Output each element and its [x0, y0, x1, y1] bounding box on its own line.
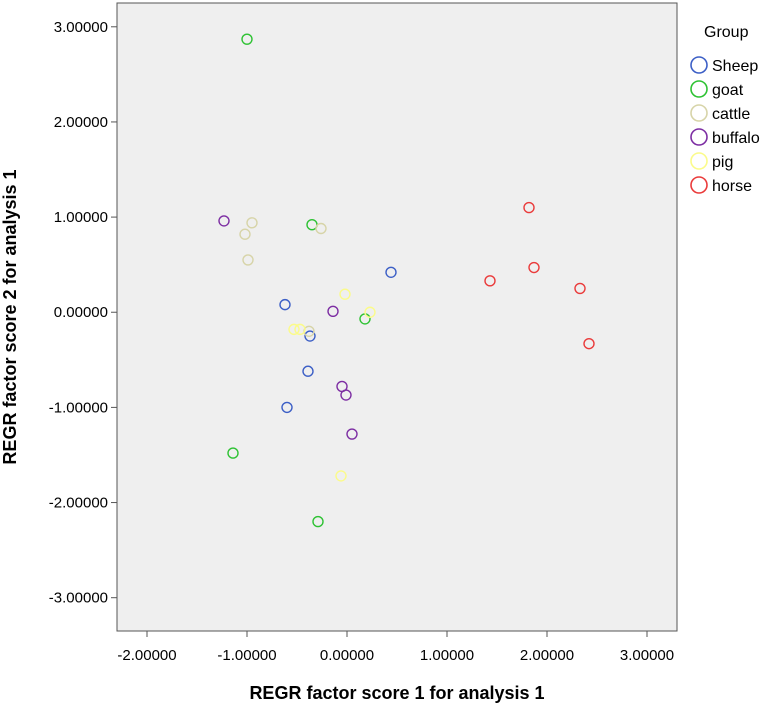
point-pig	[364, 306, 376, 318]
point-horse	[484, 275, 496, 287]
point-buffalo	[218, 215, 230, 227]
point-pig	[288, 323, 300, 336]
y-tick-label: -1.00000	[49, 399, 108, 416]
y-axis: -3.00000 -2.00000 -1.00000 0.00000 1.00000 2.…	[49, 19, 117, 607]
point-cattle	[242, 254, 254, 266]
legend-marker-goat	[690, 80, 708, 98]
y-tick-label: -3.00000	[49, 590, 108, 607]
point-cattle	[246, 217, 258, 229]
legend-label-sheep: Sheep	[712, 58, 758, 75]
legend: Group Sheep goat cattle buffalo pig horse	[690, 24, 760, 195]
x-tick-label: 0.00000	[320, 647, 374, 664]
legend-label-cattle: cattle	[712, 106, 750, 123]
point-goat	[312, 515, 324, 528]
point-buffalo	[346, 428, 358, 440]
point-goat	[241, 33, 253, 45]
point-buffalo	[340, 389, 352, 401]
point-goat	[227, 447, 239, 459]
x-tick-label: 2.00000	[520, 647, 574, 664]
legend-label-goat: goat	[712, 82, 744, 99]
point-horse	[523, 201, 535, 214]
point-sheep	[304, 330, 316, 342]
x-tick-label: 3.00000	[620, 647, 674, 664]
legend-marker-buffalo	[690, 128, 708, 146]
x-tick-label: 1.00000	[420, 647, 474, 664]
point-cattle	[239, 228, 251, 240]
legend-marker-horse	[690, 176, 708, 194]
point-buffalo	[327, 305, 339, 317]
data-points	[218, 33, 595, 528]
x-tick-label: -2.00000	[117, 647, 176, 664]
legend-label-buffalo: buffalo	[712, 130, 760, 147]
legend-label-horse: horse	[712, 178, 752, 195]
point-pig	[335, 470, 347, 482]
legend-marker-cattle	[690, 104, 708, 122]
point-horse	[583, 337, 595, 350]
legend-label-pig: pig	[712, 154, 733, 171]
plot-area	[116, 2, 678, 632]
legend-marker-pig	[690, 152, 708, 170]
y-axis-title: REGR factor score 2 for analysis 1	[0, 169, 20, 464]
point-sheep	[302, 365, 314, 377]
point-pig	[339, 288, 351, 300]
point-sheep	[281, 401, 293, 414]
x-axis-title: REGR factor score 1 for analysis 1	[249, 683, 544, 703]
legend-marker-sheep	[690, 56, 708, 74]
point-sheep	[385, 266, 397, 278]
y-tick-label: -2.00000	[49, 495, 108, 512]
point-horse	[528, 261, 540, 274]
point-cattle	[315, 222, 327, 235]
legend-title: Group	[704, 24, 749, 41]
x-tick-label: -1.00000	[217, 647, 276, 664]
y-tick-label: 2.00000	[54, 114, 108, 131]
point-horse	[574, 282, 586, 295]
point-pig	[294, 323, 306, 336]
y-tick-label: 0.00000	[54, 304, 108, 321]
point-sheep	[279, 298, 291, 311]
x-axis: -2.00000 -1.00000 0.00000 1.00000 2.00000 3.0…	[117, 631, 674, 664]
y-tick-label: 3.00000	[54, 19, 108, 36]
y-tick-label: 1.00000	[54, 209, 108, 226]
